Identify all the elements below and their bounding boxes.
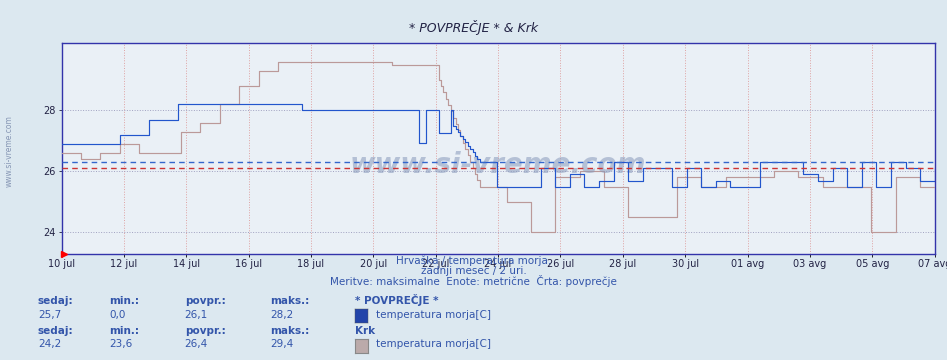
Text: min.:: min.: [109, 326, 139, 336]
Text: www.si-vreme.com: www.si-vreme.com [5, 115, 14, 187]
Text: povpr.:: povpr.: [185, 326, 225, 336]
Text: temperatura morja[C]: temperatura morja[C] [376, 339, 491, 350]
Text: 28,2: 28,2 [270, 310, 294, 320]
Text: zadnji mesec / 2 uri.: zadnji mesec / 2 uri. [420, 266, 527, 276]
Text: 24,2: 24,2 [38, 339, 62, 350]
Text: sedaj:: sedaj: [38, 326, 74, 336]
Text: min.:: min.: [109, 296, 139, 306]
Text: temperatura morja[C]: temperatura morja[C] [376, 310, 491, 320]
Text: * POVPREČJE *: * POVPREČJE * [355, 294, 438, 306]
Text: 26,4: 26,4 [185, 339, 208, 350]
Text: * POVPREČJE * & Krk: * POVPREČJE * & Krk [409, 20, 538, 35]
Text: povpr.:: povpr.: [185, 296, 225, 306]
Text: 26,1: 26,1 [185, 310, 208, 320]
Text: 25,7: 25,7 [38, 310, 62, 320]
Text: maks.:: maks.: [270, 296, 309, 306]
Text: Krk: Krk [355, 326, 375, 336]
Text: www.si-vreme.com: www.si-vreme.com [349, 151, 647, 179]
Text: maks.:: maks.: [270, 326, 309, 336]
Text: 29,4: 29,4 [270, 339, 294, 350]
Text: 0,0: 0,0 [109, 310, 125, 320]
Text: 23,6: 23,6 [109, 339, 133, 350]
Text: Meritve: maksimalne  Enote: metrične  Črta: povprečje: Meritve: maksimalne Enote: metrične Črta… [331, 275, 616, 287]
Text: sedaj:: sedaj: [38, 296, 74, 306]
Text: Hrvaška / temperatura morja.: Hrvaška / temperatura morja. [396, 255, 551, 266]
